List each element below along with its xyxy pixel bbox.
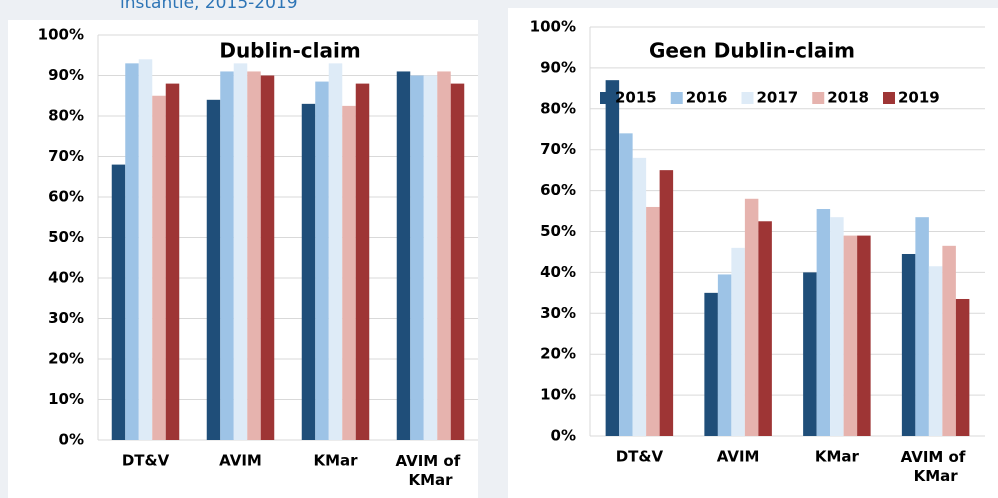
bar bbox=[410, 75, 424, 440]
y-tick-label: 60% bbox=[48, 188, 84, 206]
legend-swatch bbox=[812, 92, 825, 104]
label-line: KMar bbox=[408, 471, 453, 489]
y-tick-label: 80% bbox=[48, 107, 84, 125]
y-tick-label: 70% bbox=[540, 140, 576, 158]
bar bbox=[717, 274, 732, 436]
x-tick-label: AVIM of KMar bbox=[901, 448, 971, 485]
x-tick-label: KMar bbox=[313, 452, 358, 470]
bar bbox=[247, 71, 261, 440]
y-tick-label: 80% bbox=[540, 99, 576, 117]
bar bbox=[816, 209, 831, 436]
legend-label: 2016 bbox=[686, 89, 728, 107]
y-tick-label: 10% bbox=[540, 386, 576, 404]
bar bbox=[437, 71, 451, 440]
y-tick-label: 70% bbox=[48, 147, 84, 165]
bar bbox=[111, 164, 126, 440]
y-tick-label: 40% bbox=[540, 263, 576, 281]
y-tick-label: 30% bbox=[48, 309, 84, 327]
y-tick-label: 30% bbox=[540, 304, 576, 322]
y-tick-label: 50% bbox=[540, 222, 576, 240]
y-tick-label: 100% bbox=[530, 18, 576, 36]
bar bbox=[803, 272, 817, 436]
y-tick-label: 0% bbox=[59, 431, 84, 449]
bar bbox=[731, 247, 745, 436]
legend-swatch bbox=[741, 92, 754, 104]
bar bbox=[450, 83, 465, 440]
bar bbox=[605, 80, 620, 437]
bar bbox=[315, 81, 329, 440]
bar bbox=[152, 95, 166, 440]
bar bbox=[744, 198, 759, 436]
bar bbox=[260, 75, 275, 440]
bar bbox=[942, 245, 956, 436]
label-line: KMar bbox=[914, 467, 959, 485]
label-line: AVIM of bbox=[901, 448, 971, 466]
legend-label: 2018 bbox=[827, 89, 869, 107]
y-tick-label: 20% bbox=[540, 345, 576, 363]
y-tick-label: 50% bbox=[48, 228, 84, 246]
bar bbox=[342, 105, 356, 440]
y-tick-label: 20% bbox=[48, 350, 84, 368]
bar bbox=[165, 83, 180, 440]
bar bbox=[955, 298, 970, 436]
y-tick-label: 90% bbox=[48, 66, 84, 84]
x-tick-label: DT&V bbox=[122, 452, 170, 470]
bar bbox=[619, 133, 633, 436]
y-tick-label: 100% bbox=[38, 26, 84, 44]
bar bbox=[659, 170, 674, 436]
bar bbox=[423, 75, 438, 440]
bar bbox=[355, 83, 370, 440]
bar bbox=[206, 99, 221, 441]
bar bbox=[704, 292, 718, 436]
bar bbox=[843, 235, 858, 436]
x-tick-label: KMar bbox=[815, 448, 860, 466]
bar bbox=[138, 59, 153, 441]
y-tick-label: 60% bbox=[540, 181, 576, 199]
legend-swatch bbox=[600, 92, 612, 104]
bar bbox=[830, 217, 844, 436]
bar bbox=[396, 71, 411, 440]
bar bbox=[328, 63, 343, 440]
y-tick-label: 40% bbox=[48, 269, 84, 287]
x-tick-label: AVIM bbox=[717, 448, 760, 466]
bar bbox=[125, 63, 139, 440]
legend-label: 2019 bbox=[898, 89, 940, 107]
bar bbox=[915, 217, 929, 436]
bar bbox=[220, 71, 234, 440]
bar bbox=[233, 63, 248, 440]
chart-title: Dublin-claim bbox=[219, 39, 360, 63]
legend-swatch bbox=[883, 92, 895, 104]
x-tick-label: AVIM of KMar bbox=[396, 452, 466, 489]
y-tick-label: 90% bbox=[540, 58, 576, 76]
y-tick-label: 10% bbox=[48, 390, 84, 408]
bar bbox=[758, 221, 772, 436]
legend-swatch bbox=[670, 92, 683, 104]
legend-label: 2015 bbox=[615, 89, 657, 107]
y-tick-label: 0% bbox=[551, 427, 576, 445]
bar bbox=[301, 103, 316, 440]
bar bbox=[928, 266, 943, 436]
x-tick-label: AVIM bbox=[219, 452, 262, 470]
bar bbox=[632, 157, 647, 436]
label-line: AVIM of bbox=[396, 452, 466, 470]
header-text: instantie, 2015-2019 bbox=[120, 0, 298, 13]
bar bbox=[857, 235, 871, 436]
x-tick-label: DT&V bbox=[616, 448, 664, 466]
chart-title: Geen Dublin-claim bbox=[649, 39, 855, 63]
bar bbox=[646, 206, 660, 436]
bar bbox=[901, 253, 916, 436]
legend-label: 2017 bbox=[757, 89, 799, 107]
